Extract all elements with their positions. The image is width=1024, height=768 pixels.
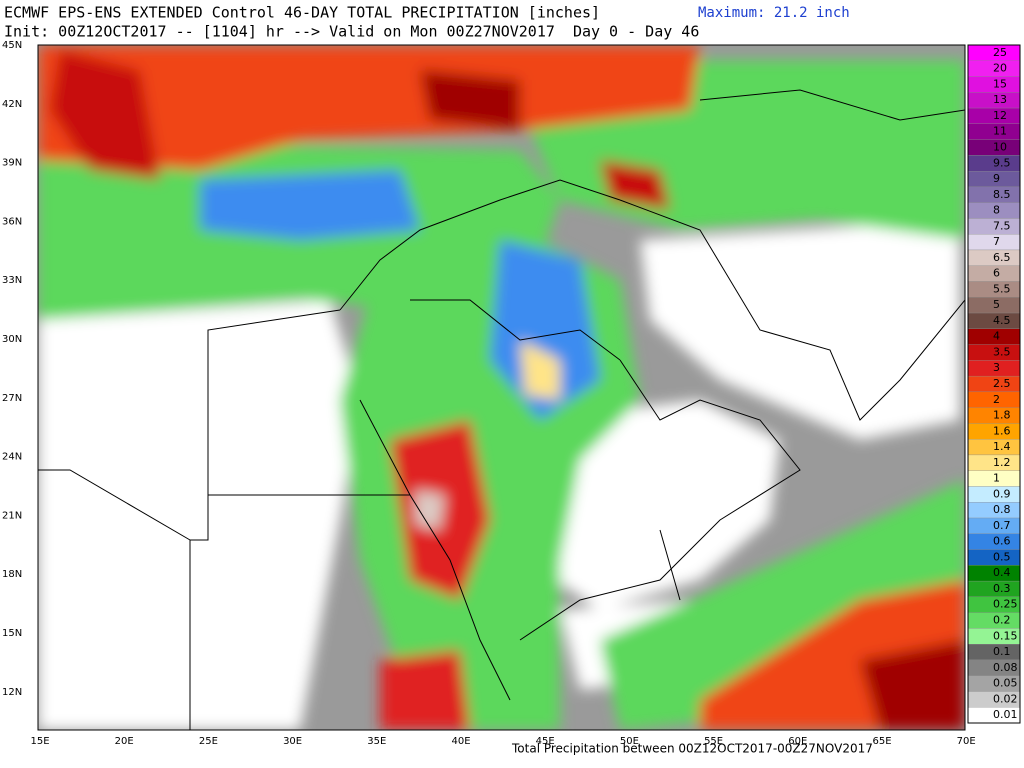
colorbar-label: 1.4	[993, 440, 1011, 453]
colorbar-label: 1.8	[993, 409, 1011, 422]
colorbar-label: 0.3	[993, 582, 1011, 595]
longitude-label: 45E	[536, 736, 555, 747]
colorbar-label: 6	[993, 267, 1000, 280]
colorbar-label: 10	[993, 140, 1007, 153]
map	[38, 45, 965, 730]
colorbar-label: 1.6	[993, 424, 1011, 437]
latitude-label: 45N	[2, 40, 22, 51]
latitude-axis: 45N 42N 39N 36N 33N 30N 27N 24N 21N 18N 15N 12N	[2, 40, 22, 698]
colorbar-label: 13	[993, 93, 1007, 106]
colorbar-label: 0.05	[993, 677, 1018, 690]
longitude-label: 15E	[30, 736, 49, 747]
colorbar-label: 0.4	[993, 566, 1011, 579]
colorbar-label: 9.5	[993, 156, 1011, 169]
colorbar-label: 6.5	[993, 251, 1011, 264]
map-frame	[37, 44, 966, 731]
latitude-label: 15N	[2, 628, 22, 639]
colorbar-label: 0.01	[993, 708, 1018, 721]
latitude-label: 33N	[2, 275, 22, 286]
colorbar-label: 2.5	[993, 377, 1011, 390]
colorbar-label: 4	[993, 330, 1000, 343]
longitude-label: 20E	[115, 736, 134, 747]
colorbar-label: 0.02	[993, 692, 1018, 705]
colorbar-label: 3	[993, 361, 1000, 374]
longitude-label: 40E	[451, 736, 470, 747]
latitude-label: 36N	[2, 216, 22, 227]
colorbar-label: 0.25	[993, 598, 1018, 611]
colorbar-label: 0.2	[993, 614, 1011, 627]
longitude-label: 65E	[872, 736, 891, 747]
longitude-label: 30E	[283, 736, 302, 747]
colorbar-label: 0.6	[993, 535, 1011, 548]
colorbar-label: 5.5	[993, 282, 1011, 295]
colorbar-label: 8	[993, 204, 1000, 217]
longitude-label: 55E	[704, 736, 723, 747]
latitude-label: 39N	[2, 158, 22, 169]
colorbar-label: 0.5	[993, 550, 1011, 563]
colorbar-label: 5	[993, 298, 1000, 311]
colorbar-label: 8.5	[993, 188, 1011, 201]
colorbar-label: 0.08	[993, 661, 1018, 674]
colorbar-label: 0.7	[993, 519, 1011, 532]
colorbar-label: 0.1	[993, 645, 1011, 658]
colorbar-label: 12	[993, 109, 1007, 122]
longitude-label: 25E	[199, 736, 218, 747]
title: ECMWF EPS-ENS EXTENDED Control 46-DAY TO…	[4, 4, 600, 22]
longitude-label: 60E	[788, 736, 807, 747]
colorbar-label: 15	[993, 77, 1007, 90]
subtitle: Init: 00Z12OCT2017 -- [1104] hr --> Vali…	[4, 23, 699, 41]
colorbar-label: 7.5	[993, 219, 1011, 232]
colorbar-label: 7	[993, 235, 1000, 248]
longitude-label: 35E	[367, 736, 386, 747]
longitude-label: 50E	[620, 736, 639, 747]
latitude-label: 27N	[2, 393, 22, 404]
latitude-label: 12N	[2, 687, 22, 698]
latitude-label: 18N	[2, 569, 22, 580]
colorbar-label: 2	[993, 393, 1000, 406]
colorbar-label: 0.8	[993, 503, 1011, 516]
latitude-label: 42N	[2, 99, 22, 110]
colorbar-label: 25	[993, 46, 1007, 59]
latitude-label: 30N	[2, 334, 22, 345]
colorbar: 252015131211109.598.587.576.565.554.543.…	[967, 44, 1021, 724]
longitude-label: 70E	[957, 736, 976, 747]
colorbar-label: 1.2	[993, 456, 1011, 469]
longitude-axis: 15E 20E 25E 30E 35E 40E 45E 50E 55E 60E 65E 70E	[30, 736, 975, 747]
colorbar-frame	[967, 44, 1021, 724]
colorbar-label: 0.15	[993, 629, 1018, 642]
colorbar-label: 3.5	[993, 345, 1011, 358]
colorbar-label: 4.5	[993, 314, 1011, 327]
footer: Total Precipitation between 00Z12OCT2017…	[511, 742, 873, 756]
colorbar-label: 11	[993, 125, 1007, 138]
latitude-label: 24N	[2, 452, 22, 463]
colorbar-label: 9	[993, 172, 1000, 185]
latitude-label: 21N	[2, 510, 22, 521]
colorbar-label: 0.9	[993, 487, 1011, 500]
colorbar-label: 20	[993, 62, 1007, 75]
colorbar-label: 1	[993, 472, 1000, 485]
maximum: Maximum: 21.2 inch	[698, 5, 850, 21]
